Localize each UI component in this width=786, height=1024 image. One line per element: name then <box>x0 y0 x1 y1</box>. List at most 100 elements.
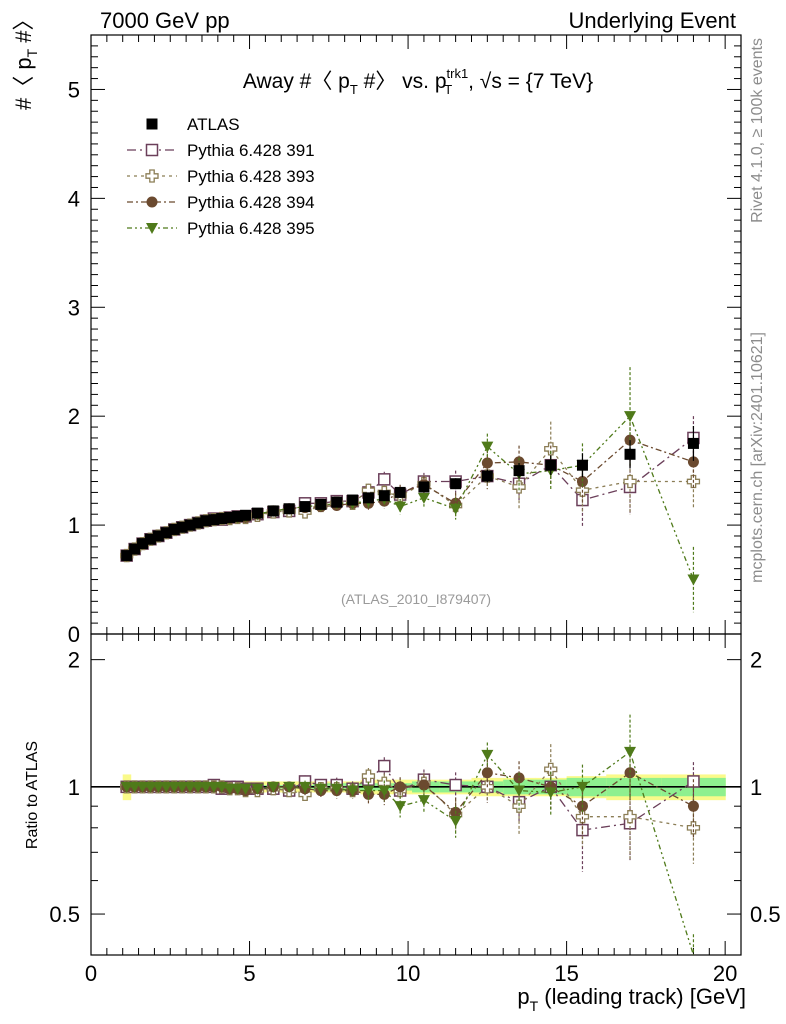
ratio-point <box>575 810 590 824</box>
title-part-b: #〉 vs. p <box>358 70 447 93</box>
main-ytick-label: 3 <box>68 295 80 320</box>
ratio-pythia-6-428-395 <box>120 714 695 956</box>
data-point <box>137 538 149 550</box>
data-point <box>347 494 359 506</box>
main-ylabel-sub: T <box>24 48 40 57</box>
ratio-point <box>417 795 430 807</box>
ratio-point <box>251 783 264 795</box>
ratio-point <box>361 769 376 783</box>
data-point <box>192 517 204 529</box>
ratio-xtick-label: 0 <box>85 961 97 986</box>
data-point <box>576 459 588 471</box>
data-point <box>168 523 180 535</box>
title-sub-b: T <box>444 82 452 97</box>
data-point <box>481 457 493 469</box>
plot-title: Away #〈 pT #〉 vs. ptrk1 T, √s = {7 TeV} <box>243 66 593 97</box>
ratio-point <box>192 781 205 793</box>
ratio-point <box>207 781 220 793</box>
series-line <box>126 437 694 557</box>
data-point <box>418 481 430 493</box>
data-point <box>623 474 637 489</box>
data-point <box>176 521 188 533</box>
data-point <box>160 527 172 539</box>
data-point <box>184 519 196 531</box>
ratio-point <box>481 749 494 761</box>
legend-marker <box>145 143 159 157</box>
ratio-point <box>513 785 526 797</box>
data-point <box>267 505 279 517</box>
legend-label: Pythia 6.428 395 <box>187 219 315 238</box>
data-point <box>378 473 391 486</box>
mcplots-label: mcplots.cern.ch [arXiv:2401.10621] <box>749 332 766 583</box>
ratio-ytick-label: 0.5 <box>49 902 80 927</box>
ratio-point <box>544 787 557 799</box>
data-point <box>512 480 526 494</box>
ratio-frame <box>90 633 742 956</box>
ratio-point <box>623 810 637 824</box>
ratio-axes: 0 5 10 15 20 0.5 0.5 1 1 2 2 <box>49 634 781 986</box>
ratio-ytick-label: 2 <box>68 648 80 673</box>
ratio-series-layer <box>120 714 701 956</box>
data-point <box>232 510 244 522</box>
ratio-point <box>449 816 462 828</box>
data-point <box>687 574 700 586</box>
ratio-point <box>160 781 173 793</box>
main-ytick-label: 1 <box>68 513 80 538</box>
main-series-layer <box>120 367 701 613</box>
data-point <box>208 514 220 526</box>
data-point <box>129 543 141 555</box>
data-point <box>450 478 462 490</box>
data-point <box>152 530 164 542</box>
header-energy-label: 7000 GeV pp <box>100 8 230 33</box>
legend-marker <box>146 223 158 234</box>
main-ytick-label: 0 <box>68 622 80 647</box>
data-point <box>224 511 236 523</box>
ratio-point <box>378 759 391 773</box>
ratio-xtick-label: 5 <box>243 961 255 986</box>
ratio-point <box>168 781 181 793</box>
data-point <box>378 490 390 502</box>
ratio-point <box>686 821 701 835</box>
ratio-point <box>223 783 236 795</box>
title-part-c: , √s = {7 TeV} <box>468 70 593 93</box>
data-point <box>394 486 406 498</box>
data-point <box>576 476 588 488</box>
rivet-label: Rivet 4.1.0, ≥ 100k events <box>749 38 766 223</box>
xlabel: pT (leading track) [GeV] <box>517 984 746 1014</box>
ratio-point <box>231 783 244 795</box>
header-ue-label: Underlying Event <box>568 8 736 33</box>
data-point <box>331 496 343 508</box>
ratio-point <box>314 783 327 795</box>
data-point <box>121 550 133 562</box>
series-atlas <box>121 425 699 562</box>
ratio-point <box>299 781 312 793</box>
legend-entry: Pythia 6.428 393 <box>127 167 315 186</box>
main-ylabel: #〈 pT #〉 <box>11 8 40 110</box>
ratio-point <box>144 781 157 793</box>
legend-label: ATLAS <box>187 115 240 134</box>
ratio-ytick-label-right: 0.5 <box>750 902 781 927</box>
data-point <box>687 456 699 468</box>
legend-label: Pythia 6.428 391 <box>187 141 315 160</box>
legend-marker <box>145 169 159 183</box>
data-point <box>299 501 311 513</box>
xlabel-sub: T <box>530 998 539 1014</box>
ratio-pythia-6-428-391 <box>120 757 700 872</box>
title-part-a: Away #〈 p <box>243 70 350 93</box>
data-point <box>362 492 374 504</box>
xlabel-a: p <box>517 984 529 1009</box>
ratio-point <box>362 785 375 797</box>
ratio-point <box>199 781 212 793</box>
legend-marker <box>146 118 158 130</box>
data-point <box>624 448 636 460</box>
ratio-point <box>687 800 699 812</box>
ratio-point <box>176 781 189 793</box>
ratio-ytick-label: 1 <box>68 775 80 800</box>
legend-label: Pythia 6.428 393 <box>187 167 315 186</box>
ratio-point <box>267 781 280 793</box>
ratio-point <box>418 779 430 791</box>
main-ytick-label: 2 <box>68 404 80 429</box>
main-axes: 0 1 2 3 4 5 <box>68 34 742 647</box>
data-point <box>216 513 228 525</box>
